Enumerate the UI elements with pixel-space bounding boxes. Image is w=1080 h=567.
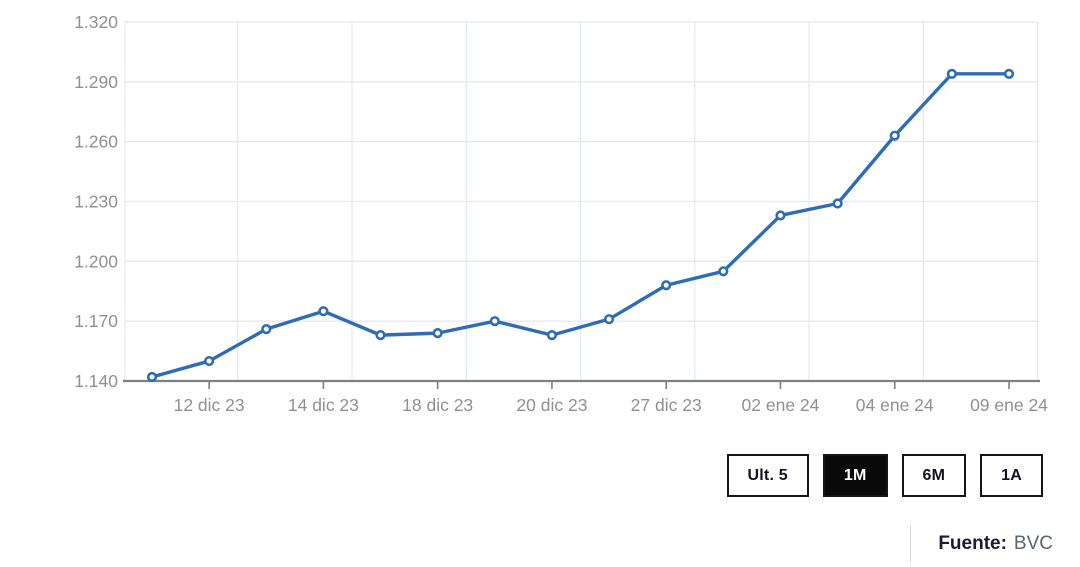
data-point-marker[interactable] <box>146 371 158 383</box>
source-label: Fuente: <box>938 533 1007 554</box>
range-button-1a[interactable]: 1A <box>980 454 1043 497</box>
data-point-marker[interactable] <box>432 328 443 339</box>
data-point-marker[interactable] <box>375 330 386 341</box>
data-point-marker[interactable] <box>261 324 272 335</box>
x-axis-label: 14 dic 23 <box>288 395 359 415</box>
x-axis-label: 12 dic 23 <box>174 395 245 415</box>
footer-divider <box>910 525 912 563</box>
source-footer: Fuente: BVC <box>0 525 1080 563</box>
data-point-marker[interactable] <box>775 210 786 221</box>
x-axis-label: 02 ene 24 <box>742 395 820 415</box>
source-value: BVC <box>1013 533 1053 554</box>
price-line <box>150 72 1011 379</box>
x-axis-label: 20 dic 23 <box>516 395 587 415</box>
range-button-6m[interactable]: 6M <box>901 454 967 497</box>
x-axis-label: 18 dic 23 <box>402 395 473 415</box>
y-axis-label: 1.260 <box>74 132 118 152</box>
data-point-marker[interactable] <box>946 68 957 79</box>
data-point-marker[interactable] <box>889 130 900 141</box>
x-axis-label: 09 ene 24 <box>970 395 1048 415</box>
y-axis-label: 1.290 <box>74 72 118 92</box>
data-point-marker[interactable] <box>1003 68 1015 79</box>
price-chart: 1.140 1.170 1.200 1.230 1.260 1.290 1.320 12 di… <box>74 12 1048 415</box>
range-toolbar: Ult. 5 1M 6M 1A <box>0 454 1043 497</box>
chart-area: 1.140 1.170 1.200 1.230 1.260 1.290 1.320 12 di… <box>74 12 1048 415</box>
range-button-ult5[interactable]: Ult. 5 <box>726 454 809 497</box>
y-axis-label: 1.140 <box>74 371 118 391</box>
data-point-marker[interactable] <box>318 306 329 317</box>
x-axis-label: 04 ene 24 <box>856 395 934 415</box>
data-point-marker[interactable] <box>718 266 729 277</box>
data-point-marker[interactable] <box>489 316 500 327</box>
data-point-marker[interactable] <box>832 198 843 209</box>
x-axis-label: 27 dic 23 <box>631 395 702 415</box>
data-point-marker[interactable] <box>603 314 615 325</box>
range-button-1m[interactable]: 1M <box>822 454 888 497</box>
y-axis-label: 1.320 <box>74 12 118 32</box>
data-point-marker[interactable] <box>204 355 215 367</box>
y-axis-label: 1.230 <box>74 192 118 212</box>
y-axis-label: 1.170 <box>74 311 118 331</box>
data-point-marker[interactable] <box>546 330 558 341</box>
y-axis-label: 1.200 <box>74 251 118 271</box>
data-point-marker[interactable] <box>661 280 672 291</box>
